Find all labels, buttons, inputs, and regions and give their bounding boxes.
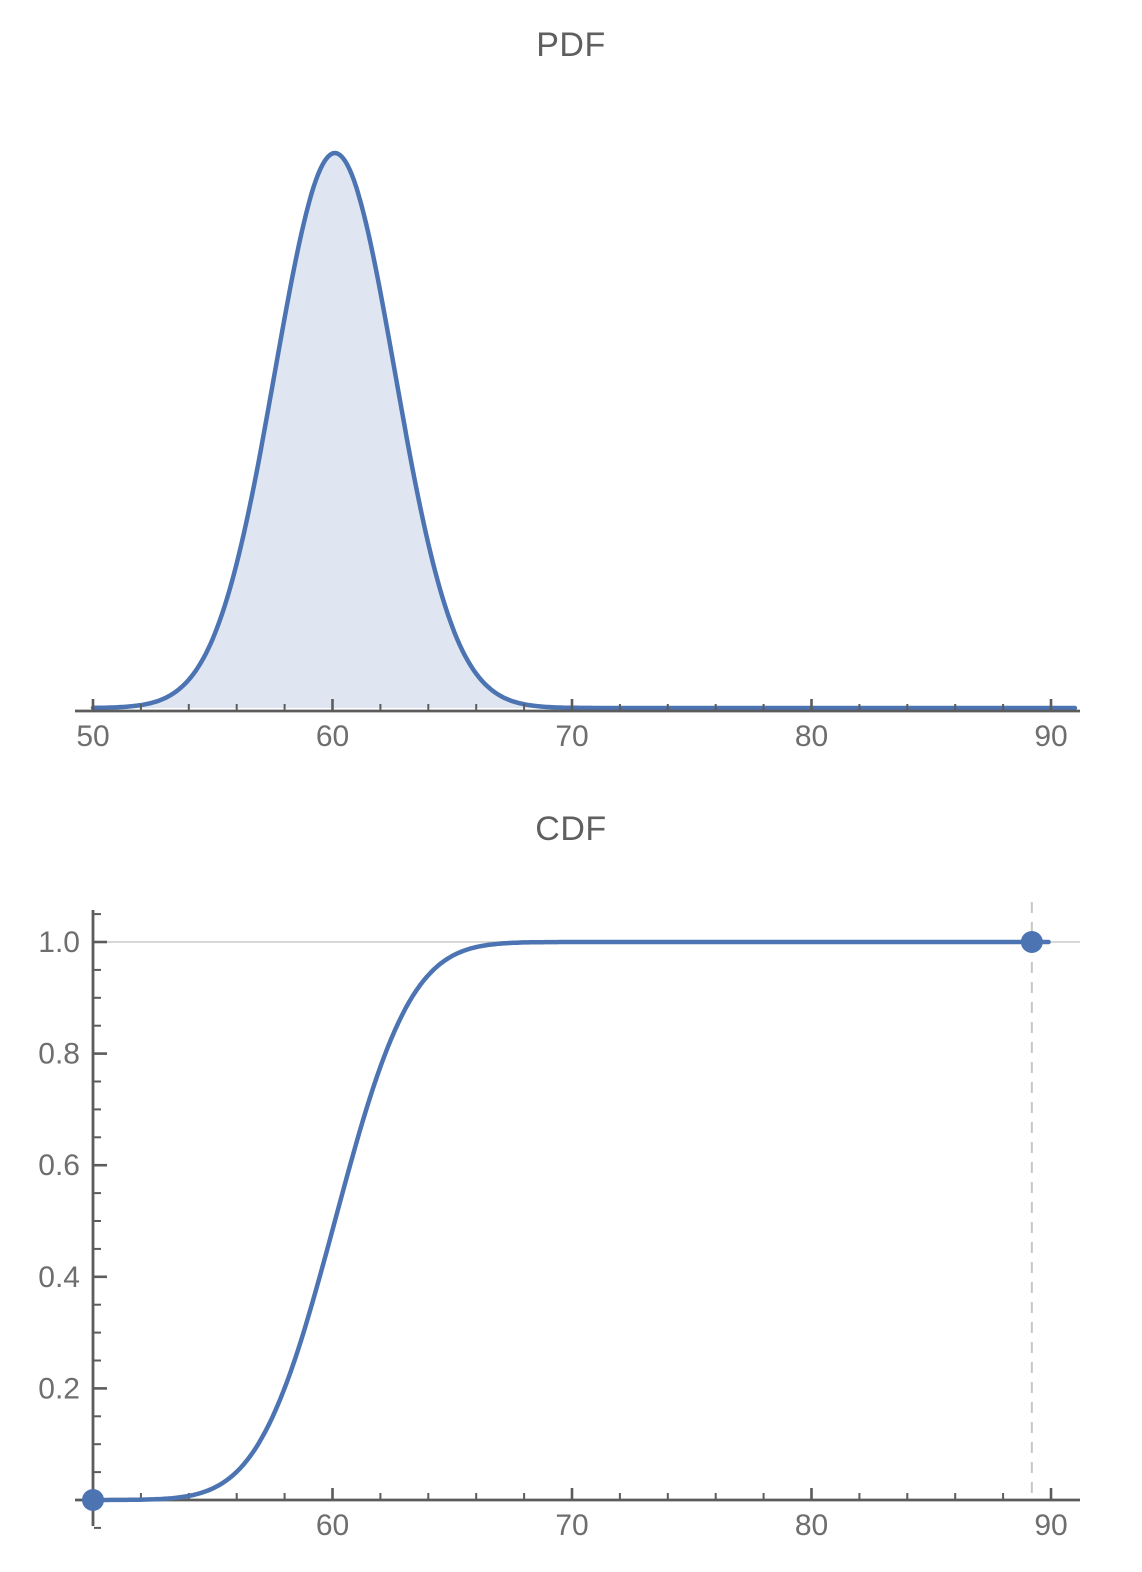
pdf-curve <box>90 150 1078 711</box>
cdf-y-tick-label: 0.2 <box>38 1372 80 1405</box>
pdf-x-tick-label: 80 <box>795 720 828 753</box>
pdf-x-tick-label: 60 <box>316 720 349 753</box>
pdf-plot-area: 50 60 70 80 90 <box>75 150 1080 753</box>
cdf-x-tick-label: 90 <box>1034 1509 1067 1542</box>
cdf-y-tick-label: 0.4 <box>38 1261 80 1294</box>
cdf-x-tick-label: 60 <box>316 1509 349 1542</box>
pdf-chart-title: PDF <box>536 26 606 64</box>
cdf-chart-title: CDF <box>535 810 607 848</box>
cdf-endpoint-left <box>82 1489 104 1511</box>
cdf-x-tick-label: 70 <box>555 1509 588 1542</box>
pdf-x-tick-label: 50 <box>76 720 109 753</box>
cdf-endpoint-right <box>1020 931 1043 953</box>
cdf-curve <box>90 939 1051 1503</box>
cdf-plot-area: 0.2 0.4 0.6 0.8 1.0 60 70 80 90 <box>38 902 1080 1542</box>
pdf-x-tick-label: 90 <box>1034 720 1067 753</box>
cdf-x-tick-label: 80 <box>795 1509 828 1542</box>
cdf-y-tick-label: 1.0 <box>38 926 80 959</box>
pdf-fill-area <box>93 153 1075 708</box>
cdf-y-tick-label: 0.8 <box>38 1038 80 1071</box>
cdf-y-tick-label: 0.6 <box>38 1149 80 1182</box>
pdf-x-tick-label: 70 <box>555 720 588 753</box>
